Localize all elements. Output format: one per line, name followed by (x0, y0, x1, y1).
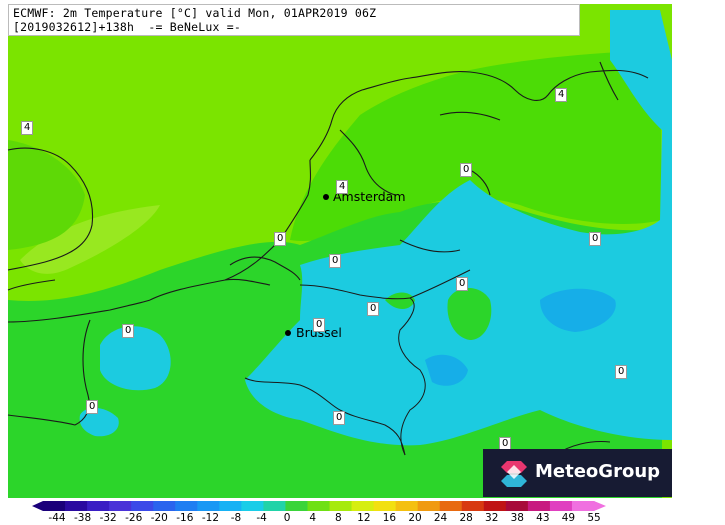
scale-swatch (527, 501, 551, 511)
color-scale (32, 501, 606, 511)
scale-tick-label: 24 (433, 512, 448, 524)
scale-swatch (483, 501, 507, 511)
scale-tick-label: -44 (48, 512, 66, 524)
isoline-label: 0 (274, 232, 287, 246)
scale-arrow-right (594, 501, 606, 511)
isoline-label: 4 (336, 180, 349, 194)
scale-tick-label: -8 (230, 512, 242, 524)
blue-pocket-east (540, 288, 616, 332)
meteogroup-logo-icon (501, 461, 527, 487)
meteogroup-logo: MeteoGroup (483, 449, 672, 497)
city-dot-brussel (285, 330, 291, 336)
city-label-brussel: Brussel (296, 325, 342, 340)
color-scale-labels: -44 -38 -32 -26 -20 -16 -12 -8 -4 0 4 8 12 16 20 24 28 32… (0, 512, 725, 524)
isoline-label: 0 (367, 302, 380, 316)
green-patch-center (385, 292, 415, 310)
header-subtitle: [2019032612]+138h -= BeNeLux =- (13, 20, 241, 34)
isoline-label: 0 (86, 400, 99, 414)
scale-tick-label: 12 (357, 512, 371, 524)
scale-swatch (263, 501, 286, 511)
scale-tick-label: 16 (382, 512, 397, 524)
scale-tick-label: 55 (587, 512, 601, 524)
scale-swatch (153, 501, 176, 511)
scale-tick-label: 8 (334, 512, 342, 524)
scale-swatch (285, 501, 308, 511)
header-title: ECMWF: 2m Temperature [°C] valid Mon, 01… (13, 6, 377, 20)
scale-tick-label: 0 (283, 512, 291, 524)
scale-swatch (307, 501, 331, 511)
scale-tick-label: 28 (459, 512, 473, 524)
scale-tick-label: -26 (125, 512, 143, 524)
scale-tick-label: -38 (73, 512, 92, 524)
meteogroup-logo-text: MeteoGroup (535, 461, 661, 482)
green-island (447, 287, 492, 340)
scale-swatch (219, 501, 242, 511)
scale-swatch (241, 501, 264, 511)
scale-tick-label: -16 (176, 512, 194, 524)
isoline-label: 0 (589, 232, 602, 246)
scale-swatch (109, 501, 132, 511)
isoline-label: 4 (21, 121, 34, 135)
isoline-label: 0 (460, 163, 473, 177)
borders (244, 239, 611, 456)
cyan-region-west (100, 326, 171, 391)
mid-green-region-west (8, 140, 85, 250)
isoline-label: 0 (333, 411, 346, 425)
scale-tick-label: 43 (536, 512, 550, 524)
scale-swatch (87, 501, 110, 511)
scale-swatch (197, 501, 220, 511)
scale-swatch (461, 501, 485, 511)
pale-green-area (20, 205, 160, 274)
scale-swatch (65, 501, 88, 511)
scale-tick-label: -20 (150, 512, 168, 524)
isoline-label: 0 (122, 324, 135, 338)
scale-swatch (549, 501, 573, 511)
isoline-label: 4 (555, 88, 568, 102)
coastlines (7, 61, 649, 426)
scale-arrow-left (32, 501, 43, 511)
cyan-region-southwest (79, 407, 119, 437)
scale-swatch (131, 501, 154, 511)
scale-swatch (373, 501, 397, 511)
scale-tick-label: -4 (256, 512, 267, 524)
scale-tick-label: 4 (309, 512, 317, 524)
scale-swatch (175, 501, 198, 511)
blue-pocket-center (425, 354, 468, 386)
scale-tick-label: 38 (510, 512, 524, 524)
scale-tick-label: -12 (201, 512, 219, 524)
isoline-label: 0 (456, 277, 469, 291)
scale-swatch (571, 501, 595, 511)
scale-tick-label: 32 (485, 512, 499, 524)
mid-green-region-ne (290, 52, 662, 241)
isoline-label: 0 (329, 254, 342, 268)
scale-swatch (417, 501, 441, 511)
city-dot-amsterdam (323, 194, 329, 200)
scale-tick-label: 20 (408, 512, 422, 524)
isoline-label: 0 (615, 365, 628, 379)
isoline-label: 0 (313, 318, 326, 332)
scale-swatch (395, 501, 419, 511)
scale-swatch (505, 501, 529, 511)
cyan-region-east (245, 10, 672, 446)
scale-tick-label: 49 (561, 512, 576, 524)
scale-swatch (329, 501, 353, 511)
scale-swatch (43, 501, 66, 511)
scale-swatch (351, 501, 375, 511)
scale-tick-label: -32 (99, 512, 117, 524)
city-label-amsterdam: Amsterdam (333, 189, 406, 204)
map-header: ECMWF: 2m Temperature [°C] valid Mon, 01… (8, 4, 580, 36)
scale-swatch (439, 501, 463, 511)
